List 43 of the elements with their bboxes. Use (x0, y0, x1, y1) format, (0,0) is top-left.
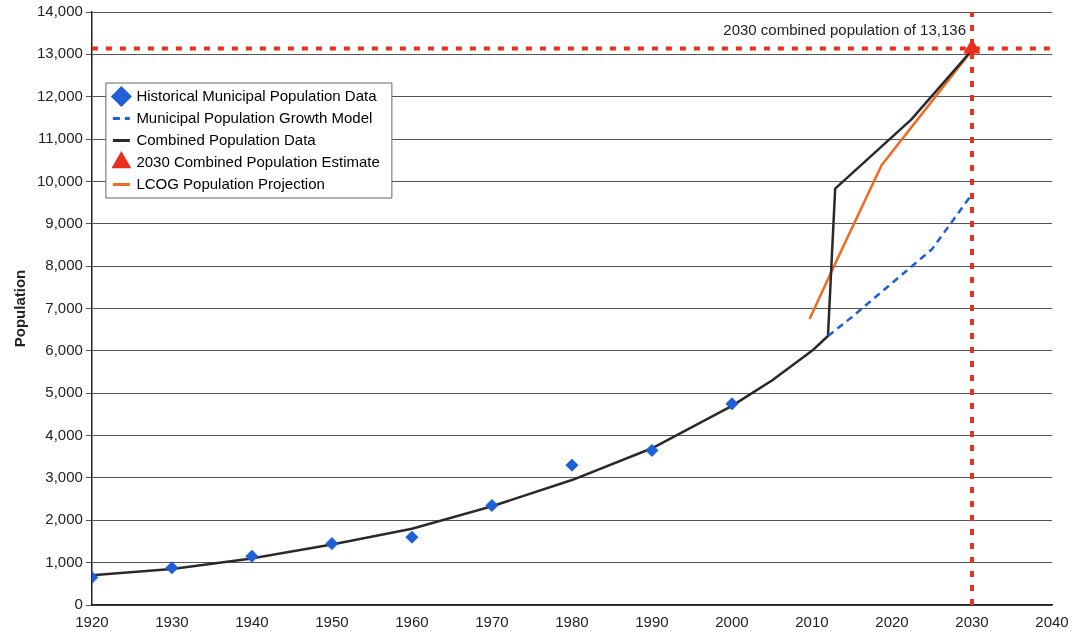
y-tick-label: 0 (74, 595, 83, 613)
y-tick-label: 2,000 (45, 510, 83, 528)
x-tick-label: 1940 (235, 613, 269, 631)
point (165, 561, 179, 575)
y-tick-label: 9,000 (45, 213, 83, 231)
x-tick-label: 2030 (955, 613, 989, 631)
y-tick-label: 8,000 (45, 256, 83, 274)
x-tick-label: 2010 (795, 613, 829, 631)
x-tick-label: 1930 (155, 613, 189, 631)
annotation: 2030 combined population of 13,136 (723, 21, 966, 39)
y-tick-label: 13,000 (36, 44, 83, 62)
point (405, 530, 419, 544)
x-tick-label: 1980 (555, 613, 589, 631)
legend-label: LCOG Population Projection (136, 174, 325, 192)
y-tick-label: 11,000 (38, 129, 83, 147)
point (325, 537, 339, 551)
y-tick-label: 6,000 (45, 341, 83, 358)
point (645, 443, 659, 457)
point (485, 498, 499, 512)
x-tick-label: 1950 (315, 613, 349, 631)
x-tick-label: 2040 (1035, 613, 1069, 631)
y-tick-label: 3,000 (45, 468, 83, 486)
y-tick-label: 10,000 (36, 171, 83, 189)
x-tick-label: 1960 (395, 613, 429, 631)
y-axis-title: Population (11, 269, 29, 348)
y-tick-label: 1,000 (45, 552, 83, 570)
legend-label: 2030 Combined Population Estimate (136, 152, 380, 170)
legend-label: Combined Population Data (136, 130, 317, 148)
x-tick-label: 1990 (635, 613, 669, 631)
legend-label: Historical Municipal Population Data (136, 86, 378, 104)
x-tick-label: 2000 (715, 613, 749, 631)
point (565, 458, 579, 472)
x-tick-label: 1970 (475, 613, 509, 631)
y-tick-label: 12,000 (36, 86, 83, 104)
y-tick-label: 4,000 (45, 425, 83, 443)
y-tick-label: 14,000 (36, 2, 83, 20)
legend-label: Municipal Population Growth Model (136, 108, 373, 126)
y-tick-label: 5,000 (45, 383, 83, 401)
x-tick-label: 1920 (75, 613, 109, 631)
point (725, 397, 739, 411)
x-tick-label: 2020 (875, 613, 909, 631)
point (245, 549, 259, 563)
y-tick-label: 7,000 (45, 298, 83, 316)
